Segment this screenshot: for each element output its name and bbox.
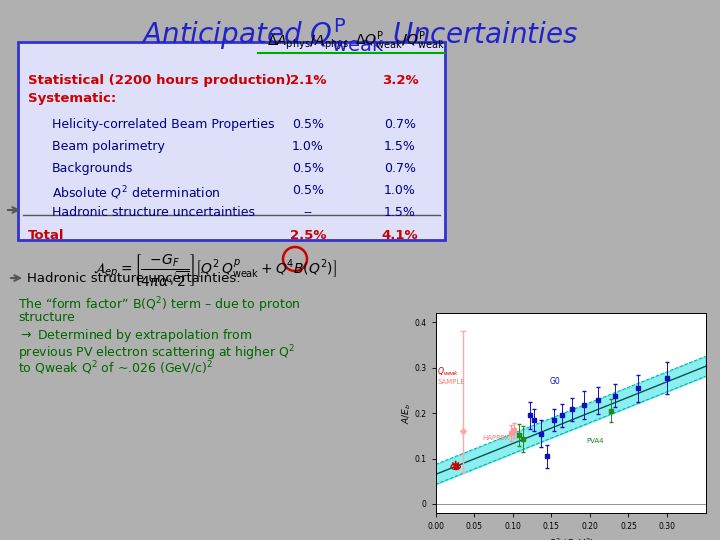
Text: 1.0%: 1.0%	[292, 140, 324, 153]
Text: G0: G0	[550, 376, 561, 386]
Text: PVA4: PVA4	[586, 437, 603, 444]
Text: 2.5%: 2.5%	[289, 229, 326, 242]
Y-axis label: $A/E_b$: $A/E_b$	[400, 402, 413, 424]
Text: 4.1%: 4.1%	[382, 229, 418, 242]
Text: Statistical (2200 hours production): Statistical (2200 hours production)	[28, 74, 292, 87]
Text: $\rightarrow$ Determined by extrapolation from: $\rightarrow$ Determined by extrapolatio…	[18, 327, 253, 344]
Text: 1.5%: 1.5%	[384, 206, 416, 219]
Text: Systematic:: Systematic:	[28, 92, 116, 105]
Text: Helicity-correlated Beam Properties: Helicity-correlated Beam Properties	[52, 118, 274, 131]
Text: 0.7%: 0.7%	[384, 118, 416, 131]
Text: 0.5%: 0.5%	[292, 118, 324, 131]
Text: --: --	[304, 206, 312, 219]
Text: 1.5%: 1.5%	[384, 140, 416, 153]
Text: SAMPLE: SAMPLE	[437, 379, 465, 384]
Text: to Qweak Q$^2$ of ~.026 (GeV/c)$^2$: to Qweak Q$^2$ of ~.026 (GeV/c)$^2$	[18, 359, 213, 376]
Text: The “form factor” B(Q$^2$) term – due to proton: The “form factor” B(Q$^2$) term – due to…	[18, 295, 300, 315]
Text: Total: Total	[28, 229, 65, 242]
Text: Absolute $Q^2$ determination: Absolute $Q^2$ determination	[52, 184, 220, 201]
Text: Anticipated $Q^{\mathrm{P}}_{\mathrm{weak}}$ Uncertainties: Anticipated $Q^{\mathrm{P}}_{\mathrm{wea…	[141, 16, 579, 54]
X-axis label: $Q^2$ (GeV$^2$): $Q^2$ (GeV$^2$)	[547, 537, 594, 540]
Text: Hadronic structure uncertainties: Hadronic structure uncertainties	[52, 206, 255, 219]
Text: 0.7%: 0.7%	[384, 162, 416, 175]
Text: $\Delta A_{\mathrm{phys}}$/$A_{\mathrm{phys}}$: $\Delta A_{\mathrm{phys}}$/$A_{\mathrm{p…	[267, 33, 349, 52]
Text: Backgrounds: Backgrounds	[52, 162, 133, 175]
Text: $Q_{weak}$: $Q_{weak}$	[437, 366, 459, 378]
FancyBboxPatch shape	[18, 42, 445, 240]
Text: 2.1%: 2.1%	[289, 74, 326, 87]
Text: HAPPEX: HAPPEX	[482, 435, 509, 441]
Text: Hadronic struture uncertainties:: Hadronic struture uncertainties:	[27, 272, 240, 285]
Text: 1.0%: 1.0%	[384, 184, 416, 197]
Text: 0.5%: 0.5%	[292, 184, 324, 197]
Text: previous PV electron scattering at higher Q$^2$: previous PV electron scattering at highe…	[18, 343, 295, 362]
Text: 3.2%: 3.2%	[382, 74, 418, 87]
Text: $\mathcal{A}_{ep} = \left[\dfrac{-G_F}{4\pi\alpha\sqrt{2}}\right]\left[Q^2\,Q^p_: $\mathcal{A}_{ep} = \left[\dfrac{-G_F}{4…	[93, 253, 337, 289]
Text: Beam polarimetry: Beam polarimetry	[52, 140, 165, 153]
Text: $\Delta Q^{\mathrm{P}}_{\mathrm{weak}}$/$Q^{\mathrm{P}}_{\mathrm{weak}}$: $\Delta Q^{\mathrm{P}}_{\mathrm{weak}}$/…	[355, 29, 445, 52]
Text: structure: structure	[18, 311, 75, 324]
Text: 0.5%: 0.5%	[292, 162, 324, 175]
